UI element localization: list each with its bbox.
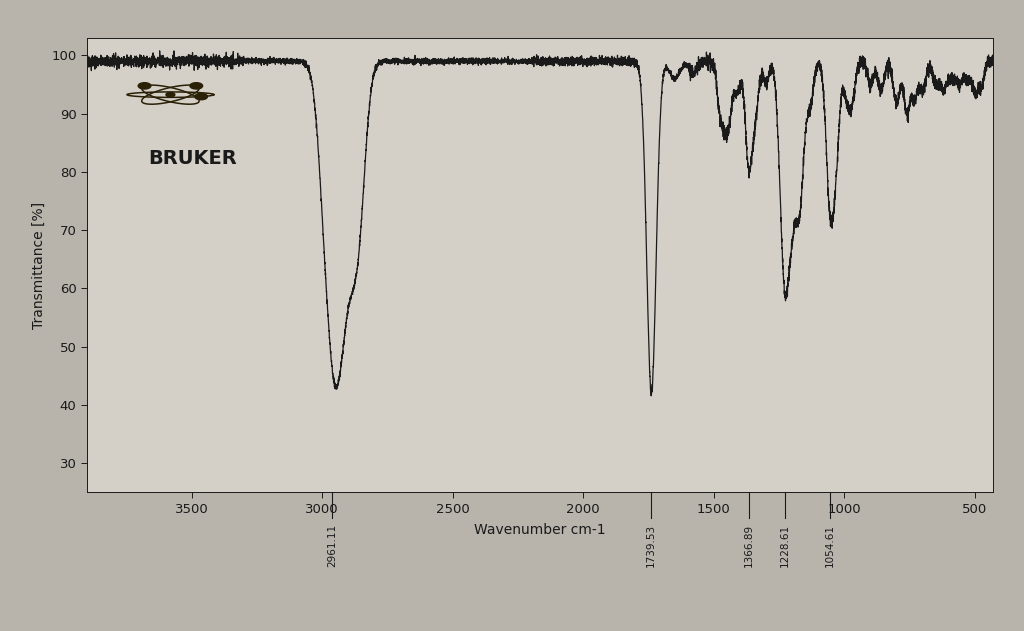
Circle shape [166, 92, 175, 97]
Text: 2961.11: 2961.11 [328, 524, 337, 567]
X-axis label: Wavenumber cm-1: Wavenumber cm-1 [474, 522, 606, 536]
Text: BRUKER: BRUKER [148, 149, 238, 168]
Text: 1228.61: 1228.61 [779, 524, 790, 567]
Text: 1739.53: 1739.53 [646, 524, 656, 567]
Circle shape [138, 83, 151, 89]
Circle shape [195, 93, 208, 100]
Circle shape [189, 83, 203, 89]
Y-axis label: Transmittance [%]: Transmittance [%] [32, 201, 46, 329]
Text: 1054.61: 1054.61 [825, 524, 836, 567]
Text: 1366.89: 1366.89 [743, 524, 754, 567]
